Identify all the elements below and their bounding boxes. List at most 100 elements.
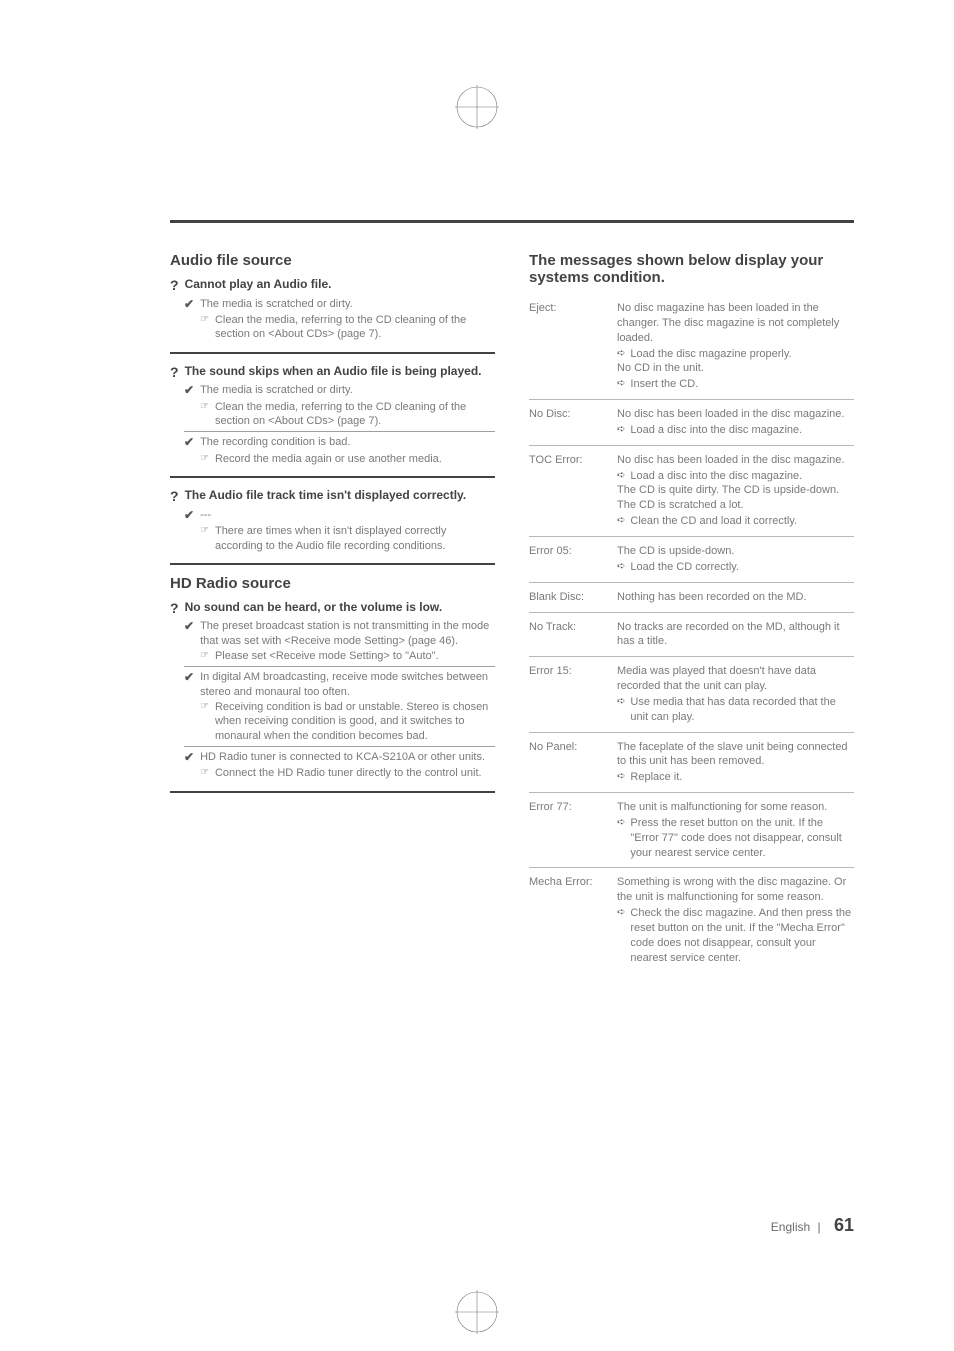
message-action: ➪Load the disc magazine properly.: [617, 347, 854, 362]
check-icon: ✔: [184, 383, 194, 399]
action-arrow-icon: ➪: [617, 560, 625, 574]
message-label: Mecha Error:: [529, 875, 607, 890]
remedy-text: Connect the HD Radio tuner directly to t…: [215, 766, 482, 780]
cause-text: In digital AM broadcasting, receive mode…: [200, 670, 495, 699]
cause-text: The recording condition is bad.: [200, 435, 350, 449]
message-body: Media was played that doesn't have data …: [617, 664, 854, 724]
remedy-text: Receiving condition is bad or unstable. …: [215, 700, 495, 743]
remedy-text: Please set <Receive mode Setting> to "Au…: [215, 649, 439, 663]
pointer-icon: ☞: [200, 313, 209, 326]
message-action: ➪ Load a disc into the disc magazine.: [617, 469, 854, 484]
heavy-divider: [170, 352, 495, 354]
question-block: ?No sound can be heard, or the volume is…: [170, 600, 495, 781]
pointer-icon: ☞: [200, 700, 209, 713]
message-text: No CD in the unit.: [617, 361, 854, 376]
message-text: The faceplate of the slave unit being co…: [617, 740, 854, 770]
messages-title: The messages shown below display your sy…: [529, 252, 854, 286]
action-arrow-icon: ➪: [617, 377, 625, 391]
message-body: Something is wrong with the disc magazin…: [617, 875, 854, 965]
remedy-text: Clean the media, referring to the CD cle…: [215, 400, 495, 429]
action-text: Insert the CD.: [630, 377, 698, 392]
remedy-text: Record the media again or use another me…: [215, 452, 442, 466]
message-row: Error 15: Media was played that doesn't h…: [529, 657, 854, 732]
heavy-divider: [170, 476, 495, 478]
footer-sep: |: [818, 1220, 821, 1234]
remedy-text: There are times when it isn't displayed …: [215, 524, 495, 553]
message-label: Error 77:: [529, 800, 607, 815]
cause-text: The media is scratched or dirty.: [200, 383, 353, 397]
action-text: Load the CD correctly.: [630, 560, 739, 575]
message-text: The unit is malfunctioning for some reas…: [617, 800, 854, 815]
message-row: No Track: No tracks are recorded on the M…: [529, 613, 854, 658]
content-columns: Audio file source ?Cannot play an Audio …: [170, 252, 854, 973]
question-mark-icon: ?: [170, 600, 179, 618]
header-rule: [170, 220, 854, 223]
action-text: Check the disc magazine. And then press …: [630, 906, 854, 965]
message-text: The CD is upside-down.: [617, 544, 854, 559]
message-row: No Disc: No disc has been loaded in the d…: [529, 400, 854, 446]
action-arrow-icon: ➪: [617, 514, 625, 528]
message-body: No disc has been loaded in the disc maga…: [617, 407, 854, 438]
message-action: ➪ Check the disc magazine. And then press…: [617, 906, 854, 965]
question-mark-icon: ?: [170, 277, 179, 295]
message-label: Error 05:: [529, 544, 607, 559]
message-text: No disc magazine has been loaded in the …: [617, 301, 854, 346]
action-arrow-icon: ➪: [617, 906, 625, 920]
message-body: No disc magazine has been loaded in the …: [617, 301, 854, 392]
action-arrow-icon: ➪: [617, 695, 625, 709]
remedy-text: Clean the media, referring to the CD cle…: [215, 313, 495, 342]
action-text: Use media that has data recorded that th…: [630, 695, 854, 725]
question-text: The Audio file track time isn't displaye…: [185, 488, 467, 503]
message-label: Eject:: [529, 301, 607, 316]
page-footer: English | 61: [771, 1215, 854, 1236]
action-text: Load a disc into the disc magazine.: [630, 469, 802, 484]
message-action: ➪ Load the CD correctly.: [617, 560, 854, 575]
check-icon: ✔: [184, 297, 194, 313]
section-title-a: Audio file source: [170, 252, 495, 269]
action-text: Press the reset button on the unit. If t…: [630, 816, 854, 861]
message-label: No Track:: [529, 620, 607, 635]
question-mark-icon: ?: [170, 488, 179, 506]
message-label: No Disc:: [529, 407, 607, 422]
message-row: Mecha Error: Something is wrong with the …: [529, 868, 854, 972]
section-title-b: HD Radio source: [170, 575, 495, 592]
action-text: Replace it.: [630, 770, 682, 785]
action-arrow-icon: ➪: [617, 770, 625, 784]
left-column: Audio file source ?Cannot play an Audio …: [170, 252, 495, 973]
check-icon: ✔: [184, 750, 194, 766]
action-text: Clean the CD and load it correctly.: [630, 514, 797, 529]
message-row: No Panel:The faceplate of the slave unit…: [529, 733, 854, 794]
cause-text: HD Radio tuner is connected to KCA-S210A…: [200, 750, 485, 764]
message-body: Nothing has been recorded on the MD.: [617, 590, 854, 605]
question-mark-icon: ?: [170, 364, 179, 382]
message-label: Blank Disc:: [529, 590, 607, 605]
pointer-icon: ☞: [200, 400, 209, 413]
question-block: ? The Audio file track time isn't display…: [170, 488, 495, 553]
message-row: Eject: No disc magazine has been loaded i…: [529, 294, 854, 400]
thin-divider: [184, 666, 495, 667]
pointer-icon: ☞: [200, 452, 209, 465]
message-body: The faceplate of the slave unit being co…: [617, 740, 854, 786]
cause-text: ---: [200, 508, 211, 522]
right-column: The messages shown below display your sy…: [529, 252, 854, 973]
thin-divider: [184, 746, 495, 747]
message-row: Blank Disc: Nothing has been recorded on …: [529, 583, 854, 613]
cause-text: The media is scratched or dirty.: [200, 297, 353, 311]
question-block: ?The sound skips when an Audio file is b…: [170, 364, 495, 467]
action-arrow-icon: ➪: [617, 469, 625, 483]
message-action: ➪ Use media that has data recorded that t…: [617, 695, 854, 725]
message-body: No tracks are recorded on the MD, althou…: [617, 620, 854, 650]
action-text: Load a disc into the disc magazine.: [630, 423, 802, 438]
message-text: Nothing has been recorded on the MD.: [617, 590, 854, 605]
message-label: Error 15:: [529, 664, 607, 679]
message-text: Media was played that doesn't have data …: [617, 664, 854, 694]
message-text: No disc has been loaded in the disc maga…: [617, 453, 854, 468]
message-body: No disc has been loaded in the disc maga…: [617, 453, 854, 529]
message-body: The unit is malfunctioning for some reas…: [617, 800, 854, 860]
action-arrow-icon: ➪: [617, 816, 625, 830]
pointer-icon: ☞: [200, 524, 209, 537]
pointer-icon: ☞: [200, 766, 209, 779]
message-row: Error 05: The CD is upside-down.➪ Load the…: [529, 537, 854, 583]
message-body: The CD is upside-down.➪ Load the CD corre…: [617, 544, 854, 575]
thin-divider: [184, 431, 495, 432]
